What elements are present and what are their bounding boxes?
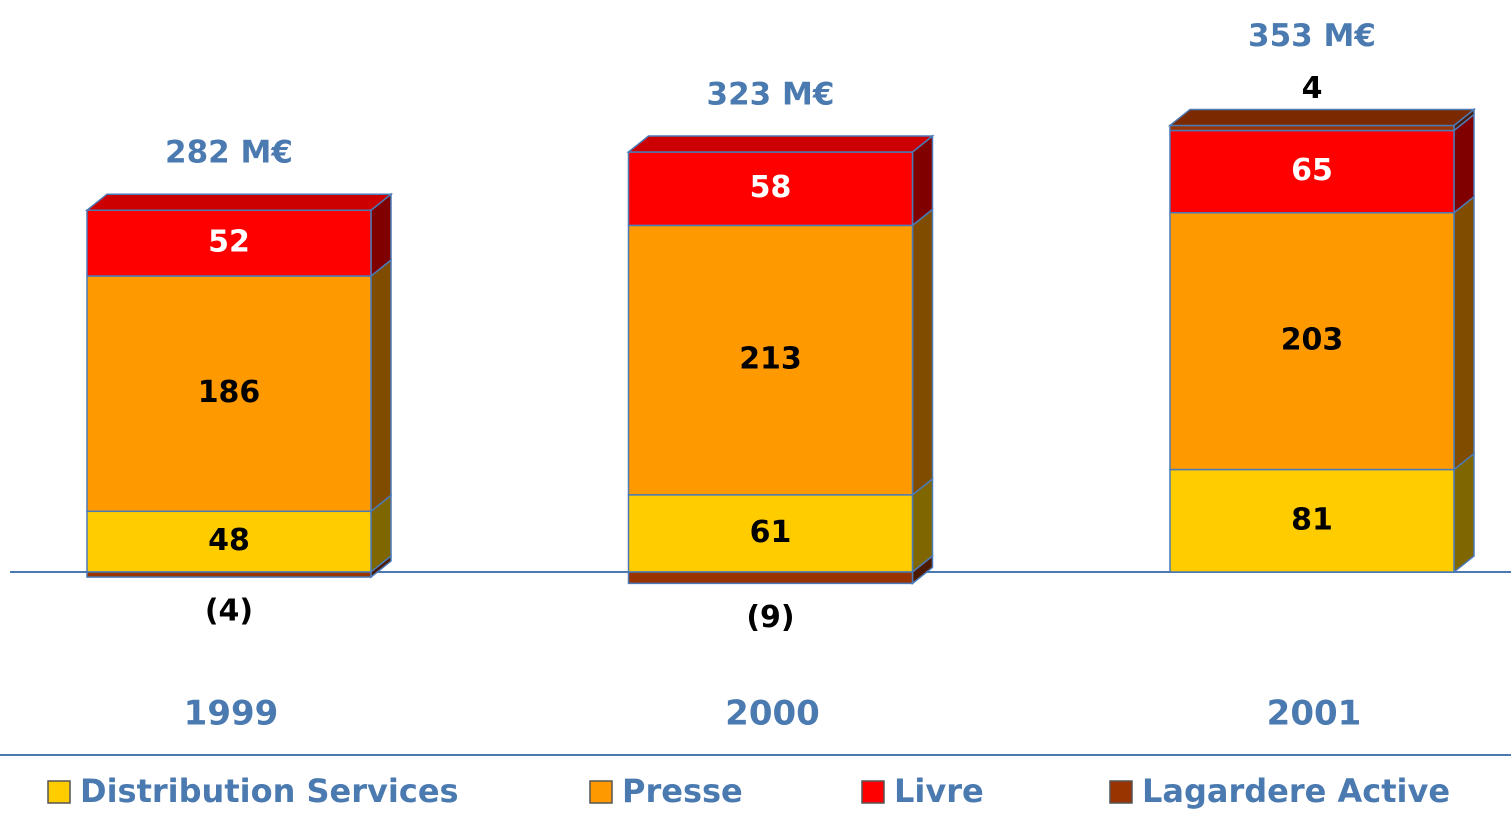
data-label: 52 bbox=[208, 225, 250, 260]
x-tick-label: 2001 bbox=[1267, 694, 1362, 734]
x-tick-label: 1999 bbox=[184, 694, 279, 734]
bar-segment bbox=[86, 510, 372, 573]
data-label: 48 bbox=[208, 523, 250, 558]
data-label: 186 bbox=[198, 375, 261, 410]
bar-side bbox=[1453, 451, 1475, 574]
bar-side bbox=[911, 207, 934, 497]
data-label: 61 bbox=[750, 515, 792, 550]
bar-top bbox=[626, 135, 935, 153]
data-label: 213 bbox=[739, 342, 802, 377]
bar-segment bbox=[627, 224, 914, 496]
total-label: 323 M€ bbox=[707, 77, 835, 113]
bar-segment bbox=[86, 275, 372, 513]
bar-segment bbox=[1169, 468, 1455, 573]
legend-swatch bbox=[1109, 780, 1133, 804]
legend-label: Presse bbox=[622, 772, 743, 810]
data-label: 203 bbox=[1281, 323, 1344, 358]
data-label: (4) bbox=[205, 594, 253, 629]
bar-side bbox=[1453, 112, 1475, 215]
bar-top bbox=[84, 193, 394, 211]
data-label: 65 bbox=[1291, 153, 1333, 188]
bar-segment bbox=[627, 494, 914, 573]
data-label: 4 bbox=[1302, 71, 1323, 106]
data-label: 58 bbox=[750, 170, 792, 205]
bar-side bbox=[370, 258, 392, 513]
bar-segment bbox=[1169, 211, 1455, 471]
legend-swatch bbox=[861, 780, 885, 804]
legend-swatch bbox=[47, 780, 71, 804]
bar-segment bbox=[627, 151, 914, 227]
bar-segment bbox=[86, 571, 372, 578]
legend-label: Lagardere Active bbox=[1142, 772, 1450, 810]
total-label: 282 M€ bbox=[165, 135, 293, 171]
data-label: (9) bbox=[746, 600, 794, 635]
bar-segment bbox=[1169, 124, 1455, 132]
legend-label: Distribution Services bbox=[80, 772, 459, 810]
bar-side bbox=[1453, 195, 1475, 472]
total-label: 353 M€ bbox=[1248, 18, 1376, 54]
legend-swatch bbox=[589, 780, 613, 804]
bar-segment bbox=[1169, 129, 1455, 214]
bar-segment bbox=[627, 571, 914, 585]
bar-top bbox=[1167, 108, 1477, 127]
data-label: 81 bbox=[1291, 502, 1333, 537]
legend-label: Livre bbox=[894, 772, 984, 810]
x-tick-label: 2000 bbox=[725, 694, 820, 734]
bar-segment bbox=[86, 209, 372, 277]
